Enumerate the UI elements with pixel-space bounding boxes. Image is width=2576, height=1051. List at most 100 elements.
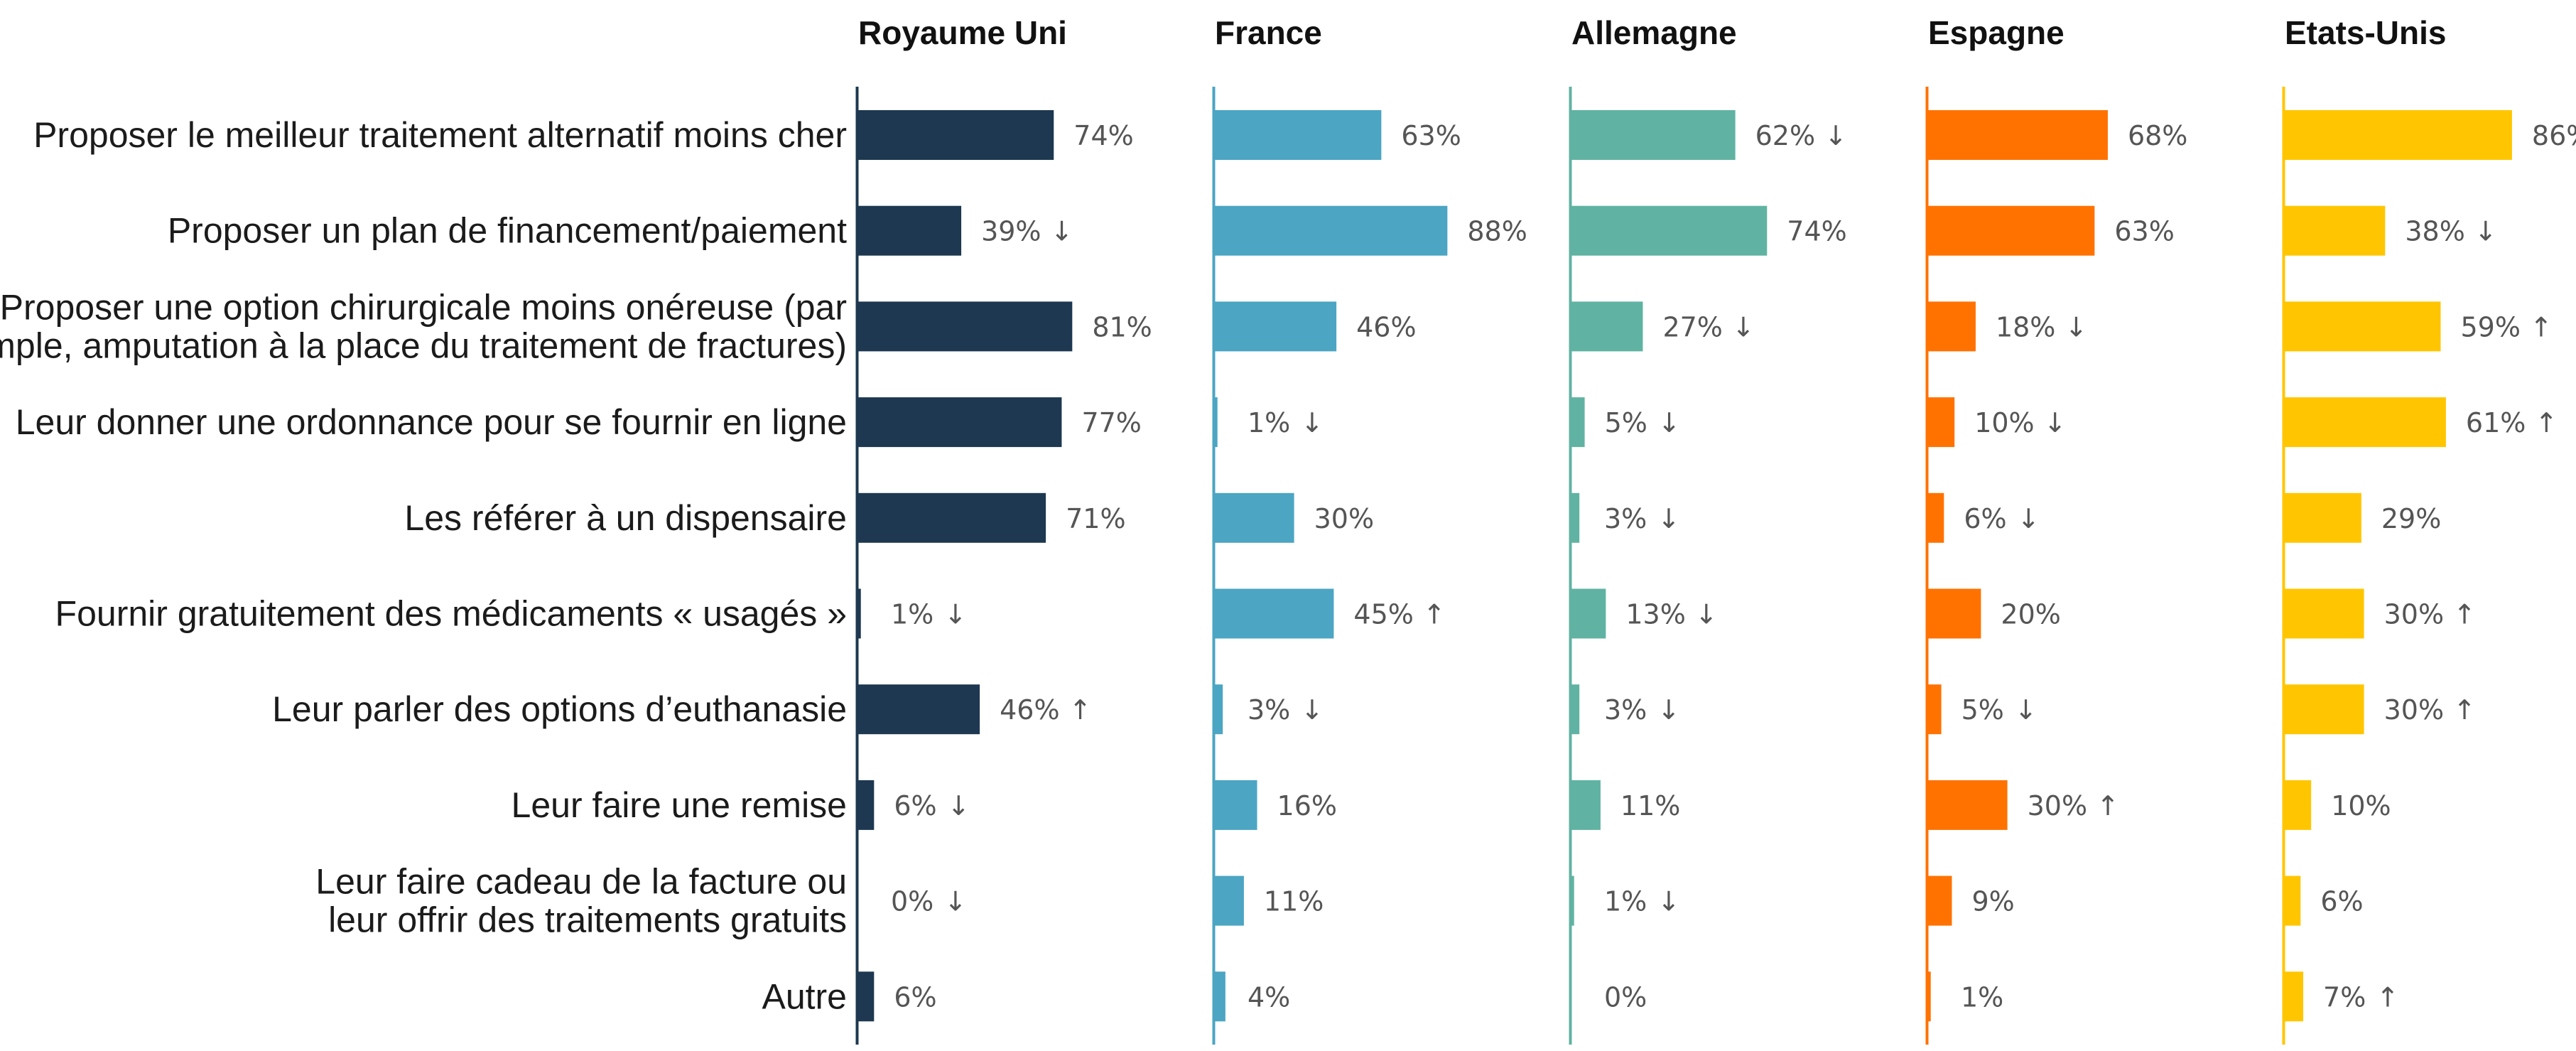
data-label: 71% <box>1066 503 1125 534</box>
data-label: 86% <box>2532 120 2576 151</box>
data-label: 29% <box>2381 503 2441 534</box>
arrow-down-icon: ↓ <box>2015 694 2037 726</box>
bar <box>1571 588 1606 639</box>
bar <box>858 110 1054 160</box>
data-label: 5% <box>1961 694 2004 726</box>
category-label: Les référer à un dispensaire <box>404 498 847 538</box>
bar <box>1215 588 1334 639</box>
bar <box>1215 875 1244 926</box>
data-label: 46% <box>1000 694 1059 726</box>
bar <box>858 301 1073 352</box>
panel-title: Royaume Uni <box>858 14 1067 51</box>
arrow-down-icon: ↓ <box>1657 503 1680 534</box>
bar <box>2285 875 2301 926</box>
data-label: 63% <box>2114 216 2174 247</box>
data-label: 30% <box>2384 599 2444 630</box>
data-label: 30% <box>2384 694 2444 726</box>
category-label: Leur faire une remise <box>512 785 847 825</box>
data-label: 1% <box>1248 407 1290 438</box>
data-label: 38% <box>2405 216 2464 247</box>
data-label: 4% <box>1248 981 1290 1013</box>
arrow-up-icon: ↑ <box>2453 694 2476 726</box>
arrow-down-icon: ↓ <box>1657 886 1680 917</box>
data-label: 11% <box>1620 790 1680 821</box>
bar <box>1215 780 1257 830</box>
bar <box>2285 397 2446 448</box>
data-label: 74% <box>1787 216 1846 247</box>
bar <box>1928 875 1952 926</box>
panel-title: France <box>1215 14 1322 51</box>
arrow-down-icon: ↓ <box>1301 694 1324 726</box>
bar <box>1571 492 1580 543</box>
data-label: 0% <box>891 886 933 917</box>
data-label: 0% <box>1604 981 1647 1013</box>
panel-title: Etats-Unis <box>2285 14 2446 51</box>
bar <box>1215 205 1448 256</box>
arrow-up-icon: ↑ <box>1069 694 1092 726</box>
data-label: 62% <box>1755 120 1815 151</box>
arrow-up-icon: ↑ <box>2453 599 2476 630</box>
data-label: 39% <box>981 216 1041 247</box>
arrow-down-icon: ↓ <box>1051 216 1073 247</box>
data-label: 10% <box>1974 407 2034 438</box>
data-label: 3% <box>1604 503 1647 534</box>
bar <box>858 205 962 256</box>
bar <box>1928 110 2108 160</box>
bar <box>1571 301 1643 352</box>
data-label: 63% <box>1401 120 1461 151</box>
bar <box>1928 205 2095 256</box>
arrow-up-icon: ↑ <box>1423 599 1446 630</box>
bar <box>2285 205 2386 256</box>
bar <box>858 971 875 1022</box>
bar <box>1215 397 1218 448</box>
arrow-down-icon: ↓ <box>1824 120 1847 151</box>
data-label: 7% <box>2323 981 2366 1013</box>
bar <box>1215 110 1382 160</box>
arrow-down-icon: ↓ <box>1301 407 1324 438</box>
bar <box>1571 684 1580 735</box>
arrow-down-icon: ↓ <box>2017 503 2040 534</box>
category-label: Proposer une option chirurgicale moins o… <box>0 287 847 327</box>
data-label: 10% <box>2331 790 2391 821</box>
arrow-down-icon: ↓ <box>944 599 967 630</box>
bar <box>1928 684 1942 735</box>
data-label: 30% <box>2028 790 2087 821</box>
arrow-up-icon: ↑ <box>2096 790 2119 821</box>
bar <box>858 684 980 735</box>
data-label: 1% <box>891 599 933 630</box>
data-label: 59% <box>2460 311 2520 343</box>
panel-title: Allemagne <box>1571 14 1737 51</box>
bar <box>858 492 1046 543</box>
bar <box>1571 780 1601 830</box>
data-label: 6% <box>894 981 936 1013</box>
bar <box>2285 301 2441 352</box>
category-label: Proposer un plan de financement/paiement <box>168 211 847 251</box>
data-label: 6% <box>1964 503 2006 534</box>
data-label: 6% <box>894 790 936 821</box>
data-label: 16% <box>1277 790 1337 821</box>
data-label: 1% <box>1961 981 2003 1013</box>
bar <box>858 397 1062 448</box>
data-label: 46% <box>1356 311 1416 343</box>
arrow-down-icon: ↓ <box>1657 694 1680 726</box>
arrow-up-icon: ↑ <box>2376 981 2399 1013</box>
arrow-down-icon: ↓ <box>944 886 967 917</box>
data-label: 74% <box>1073 120 1133 151</box>
data-label: 88% <box>1467 216 1527 247</box>
category-label: Leur parler des options d’euthanasie <box>272 689 847 729</box>
bar <box>858 780 875 830</box>
bar <box>1571 205 1768 256</box>
arrow-down-icon: ↓ <box>1732 311 1755 343</box>
data-label: 18% <box>1996 311 2055 343</box>
bar <box>1928 397 1955 448</box>
data-label: 9% <box>1971 886 2014 917</box>
bar <box>2285 492 2361 543</box>
bar <box>1571 875 1574 926</box>
data-label: 27% <box>1662 311 1722 343</box>
category-label: Autre <box>762 976 847 1016</box>
arrow-down-icon: ↓ <box>2044 407 2067 438</box>
bar <box>1928 492 1944 543</box>
arrow-up-icon: ↑ <box>2535 407 2558 438</box>
bar <box>1928 588 1981 639</box>
data-label: 3% <box>1604 694 1647 726</box>
